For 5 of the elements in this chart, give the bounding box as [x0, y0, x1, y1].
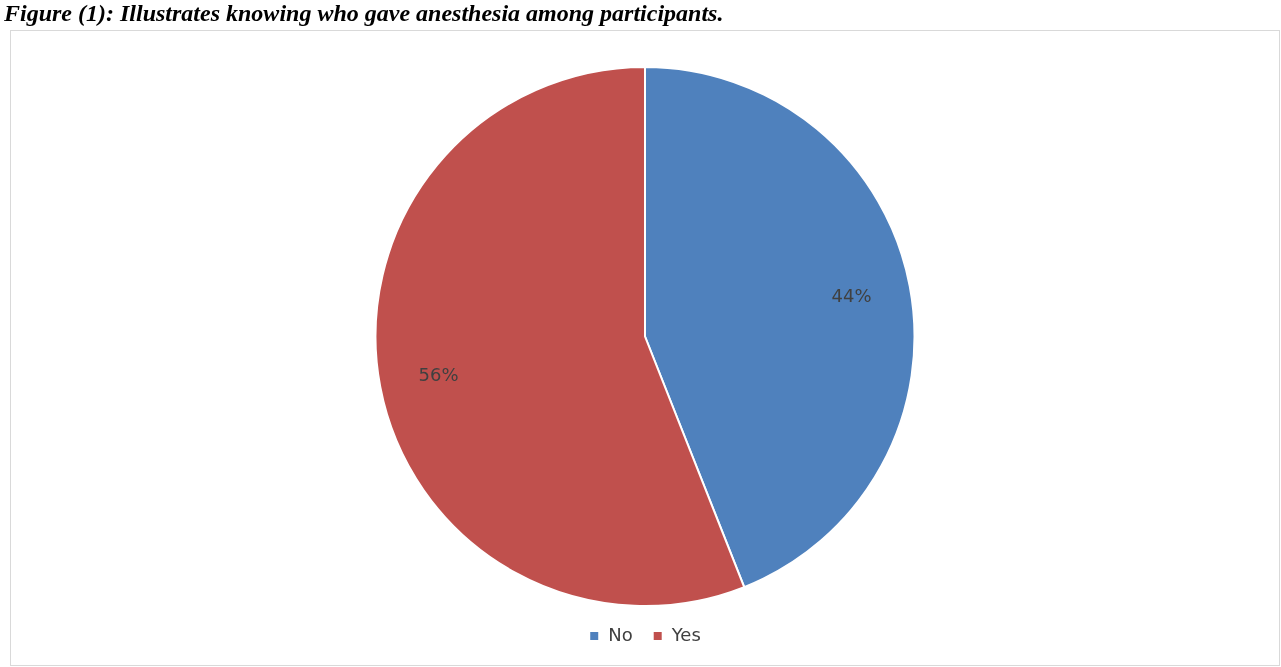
legend-label: No — [608, 623, 633, 645]
legend-label: Yes — [670, 623, 701, 645]
data-label: 56% — [418, 363, 459, 385]
data-label: 44% — [831, 284, 872, 306]
chart-title: Figure (1): Illustrates knowing who gave anesthesia among participants. — [4, 0, 725, 26]
